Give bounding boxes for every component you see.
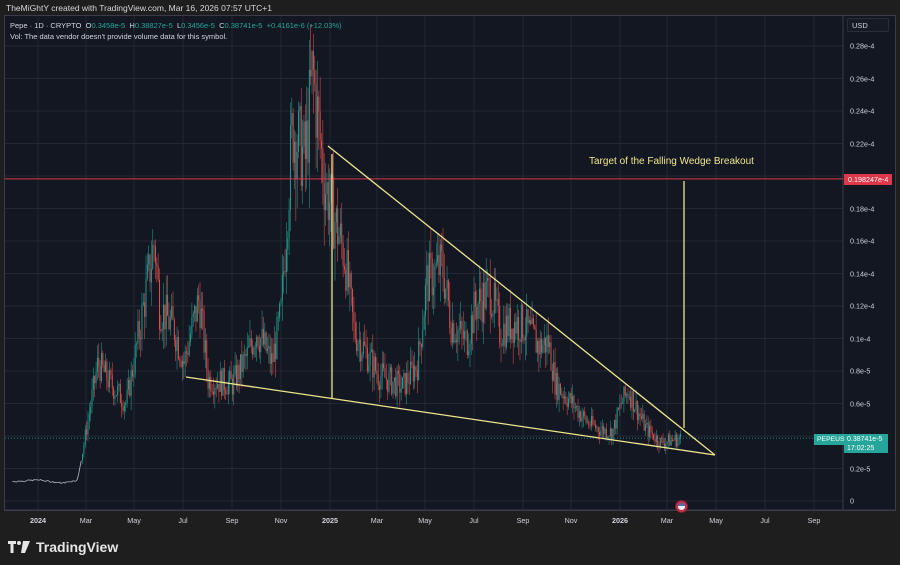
tradingview-logo-icon	[8, 541, 30, 553]
time-tick: Jul	[760, 516, 770, 525]
economic-event-flag-icon[interactable]	[675, 500, 688, 513]
time-tick: Jul	[469, 516, 479, 525]
time-tick: May	[127, 516, 141, 525]
brand-name: TradingView	[36, 539, 119, 555]
time-tick: Nov	[274, 516, 288, 525]
price-tick: 0.24e-4	[850, 106, 875, 116]
close-value: 0.38741e-5	[224, 21, 263, 30]
symbol-badge: PEPEUSD	[814, 434, 853, 445]
time-tick: Mar	[79, 516, 93, 525]
change-value: +0.4161e-6 (+12.03%)	[266, 21, 342, 30]
ohlc-row: Pepe · 1D · CRYPTO O0.3458e-5 H0.38827e-…	[10, 21, 342, 30]
price-tick: 0.28e-4	[850, 41, 875, 51]
time-tick: May	[709, 516, 723, 525]
volume-note: Vol: The data vendor doesn't provide vol…	[10, 32, 228, 41]
currency-selector[interactable]: USD	[847, 18, 889, 32]
open-value: 0.3458e-5	[91, 21, 126, 30]
time-tick: Nov	[564, 516, 578, 525]
price-tick: 0.12e-4	[850, 301, 875, 311]
price-tick: 0.14e-4	[850, 269, 875, 278]
price-tick: 0.22e-4	[850, 139, 875, 148]
bar-countdown: 17:02:25	[847, 445, 875, 452]
price-tick: 0.8e-5	[850, 366, 871, 376]
symbol-title[interactable]: Pepe · 1D · CRYPTO	[10, 21, 82, 30]
tradingview-logo: TradingView	[8, 539, 118, 555]
target-annotation[interactable]: Target of the Falling Wedge Breakout	[589, 156, 754, 167]
price-tick: 0.16e-4	[850, 236, 875, 246]
chart-credit: TheMiGhtY created with TradingView.com, …	[6, 3, 272, 13]
time-tick: 2026	[612, 516, 628, 525]
time-tick: Mar	[660, 516, 674, 525]
high-value: 0.38827e-5	[134, 21, 173, 30]
target-price-label: 0.198247e-4	[844, 174, 893, 185]
price-tick: 0	[850, 496, 854, 506]
price-tick: 0.1e-4	[850, 334, 871, 343]
symbol-legend: Pepe · 1D · CRYPTO O0.3458e-5 H0.38827e-…	[10, 20, 342, 42]
price-tick: 0.2e-5	[850, 464, 871, 473]
time-tick: 2024	[30, 516, 46, 525]
last-price-label: 0.38741e-5 17:02:25	[844, 434, 888, 453]
time-tick: Sep	[807, 516, 821, 525]
price-tick: 0.6e-5	[850, 399, 871, 408]
time-tick: Jul	[178, 516, 188, 525]
time-tick: Sep	[516, 516, 530, 525]
time-tick: Mar	[370, 516, 384, 525]
price-tick: 0.26e-4	[850, 74, 875, 83]
time-tick: 2025	[322, 516, 338, 525]
time-tick: Sep	[225, 516, 239, 525]
low-value: 0.3456e-5	[181, 21, 215, 30]
time-tick: May	[418, 516, 432, 525]
price-tick: 0.18e-4	[850, 204, 875, 213]
